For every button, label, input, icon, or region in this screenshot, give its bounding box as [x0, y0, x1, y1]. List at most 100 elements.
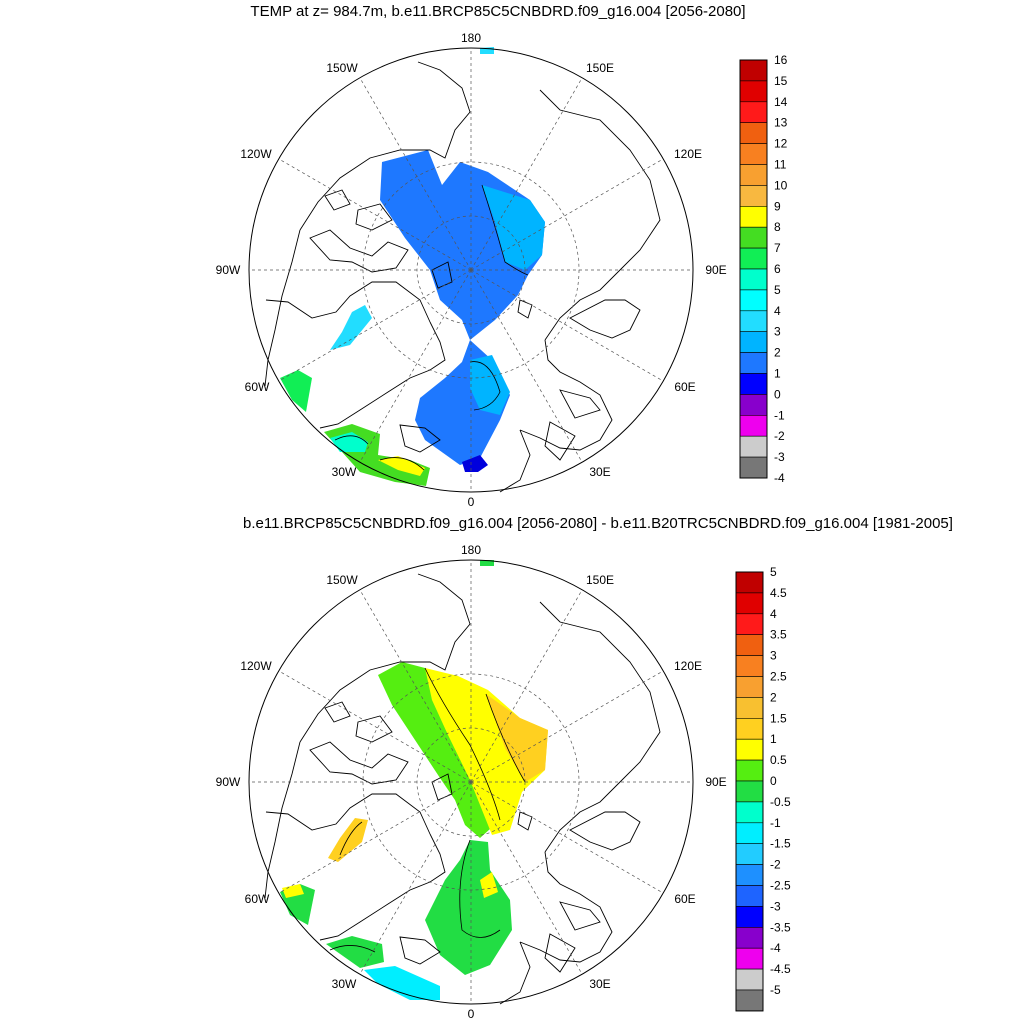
colorbar-swatch [735, 738, 764, 761]
colorbar-label: 5 [770, 565, 777, 579]
lon-label-90w: 90W [216, 263, 241, 277]
lon-label-30w: 30W [332, 465, 357, 479]
colorbar-label: 0 [774, 387, 781, 401]
colorbar-label: 4 [770, 607, 777, 621]
colorbar-label: -1.5 [770, 837, 791, 851]
field-region-bering-strait [480, 560, 494, 566]
colorbar-label: 2.5 [770, 670, 787, 684]
lon-label-180: 180 [461, 543, 481, 557]
field-region-labrador-sea [280, 370, 312, 412]
colorbar-label: -2.5 [770, 879, 791, 893]
panel-1-map-boundary [248, 47, 694, 493]
colorbar-swatch [739, 268, 768, 291]
panel-1-coastlines [264, 61, 661, 493]
colorbar-label: -3.5 [770, 920, 791, 934]
panel-1: TEMP at z= 984.7m, b.e11.BRCP85C5CNBDRD.… [216, 3, 788, 509]
colorbar-label: 3 [770, 649, 777, 663]
colorbar-label: 8 [774, 220, 781, 234]
lon-label-90w: 90W [216, 775, 241, 789]
colorbar-swatch [735, 822, 764, 844]
colorbar-label: -3 [770, 899, 781, 913]
colorbar-swatch [735, 717, 764, 740]
panel-2: b.e11.BRCP85C5CNBDRD.f09_g16.004 [2056-2… [216, 515, 953, 1021]
lon-label-60e: 60E [674, 892, 695, 906]
colorbar-swatch [739, 456, 768, 479]
lon-label-60w: 60W [245, 892, 270, 906]
colorbar-label: 5 [774, 283, 781, 297]
colorbar-label: -1 [774, 408, 785, 422]
colorbar-swatch [739, 206, 768, 228]
field-region-hudson-bay [328, 818, 368, 862]
colorbar-label: 4.5 [770, 586, 787, 600]
lon-label-180: 180 [461, 31, 481, 45]
field-region-barents-sector [470, 355, 510, 415]
field-region-siberian-sector [482, 185, 545, 270]
colorbar-label: 10 [774, 178, 788, 192]
colorbar-swatch [735, 759, 764, 782]
lon-label-90e: 90E [705, 263, 726, 277]
colorbar-frame [739, 59, 768, 479]
lon-label-0: 0 [468, 1007, 475, 1021]
colorbar-swatch [739, 247, 768, 270]
lon-label-0: 0 [468, 495, 475, 509]
colorbar-swatch [739, 289, 768, 312]
lon-label-30e: 30E [589, 977, 610, 991]
colorbar-swatch [739, 185, 768, 207]
colorbar-label: 13 [774, 116, 788, 130]
panel-2-contours [329, 667, 526, 953]
lon-label-60e: 60E [674, 380, 695, 394]
colorbar-swatch [735, 613, 764, 635]
colorbar-swatch [739, 352, 768, 374]
colorbar-swatch [739, 435, 768, 458]
colorbar-label: 7 [774, 241, 781, 255]
colorbar-swatch [735, 947, 764, 970]
colorbar-swatch [739, 331, 768, 353]
lon-label-150w: 150W [326, 573, 358, 587]
field-region-canadian-basin [378, 662, 500, 838]
colorbar-label: 12 [774, 137, 788, 151]
colorbar-label: 1 [770, 732, 777, 746]
colorbar-label: -4 [770, 941, 781, 955]
panel-2-fields [280, 560, 548, 1000]
colorbar-swatch [735, 926, 764, 949]
colorbar-label: 0 [770, 774, 777, 788]
lon-label-120e: 120E [674, 659, 702, 673]
colorbar-label: -2 [774, 429, 785, 443]
colorbar-label: -4.5 [770, 962, 791, 976]
colorbar-label: 16 [774, 53, 788, 67]
colorbar-label: -4 [774, 471, 785, 485]
colorbar-swatch [739, 122, 768, 144]
colorbar-label: 0.5 [770, 753, 787, 767]
field-region-eurasian-basin [425, 668, 548, 835]
field-region-barents-sea [425, 840, 512, 975]
colorbar-swatch [735, 843, 764, 865]
colorbar-swatch [739, 310, 768, 332]
lon-label-120e: 120E [674, 147, 702, 161]
colorbar-swatch [735, 592, 764, 615]
field-region-barents-warm [480, 872, 498, 898]
panel-2-coastlines [264, 573, 661, 1005]
colorbar-frame [735, 571, 764, 1012]
panel-1-grid [249, 48, 693, 492]
colorbar-swatch [735, 697, 764, 719]
lon-label-150w: 150W [326, 61, 358, 75]
colorbar-swatch [739, 394, 768, 416]
lon-label-150e: 150E [586, 61, 614, 75]
field-region-north-atlantic-cyan [364, 966, 440, 1000]
colorbar-label: 1 [774, 367, 781, 381]
panel-1-title: TEMP at z= 984.7m, b.e11.BRCP85C5CNBDRD.… [250, 3, 745, 20]
colorbar-label: 15 [774, 74, 788, 88]
colorbar-swatch [739, 143, 768, 165]
colorbar-swatch [735, 571, 764, 594]
colorbar-swatch [735, 801, 764, 824]
colorbar-label: -3 [774, 450, 785, 464]
field-region-north-atlantic-warm [378, 456, 425, 476]
colorbar-swatch [735, 906, 764, 928]
colorbar-swatch [739, 373, 768, 395]
colorbar-label: 2 [774, 346, 781, 360]
lon-label-30w: 30W [332, 977, 357, 991]
colorbar-label: -1 [770, 816, 781, 830]
colorbar-label: -2 [770, 858, 781, 872]
